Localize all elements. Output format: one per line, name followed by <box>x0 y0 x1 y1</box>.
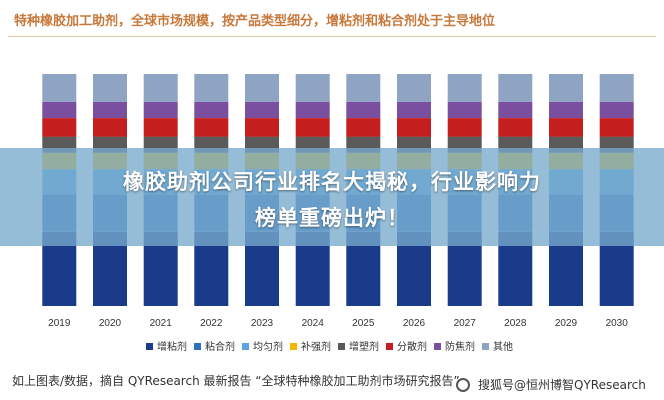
bar-segment-2024-6 <box>295 101 330 118</box>
chart-title: 特种橡胶加工助剂，全球市场规模，按产品类型细分，增粘剂和粘合剂处于主导地位 <box>14 14 496 29</box>
x-tick-label: 2029 <box>555 318 578 329</box>
bar-segment-2027-7 <box>447 74 482 102</box>
x-tick-label: 2021 <box>150 318 173 329</box>
legend-label: 防焦剂 <box>445 340 475 353</box>
x-tick-label: 2030 <box>606 318 629 329</box>
source-note: 如上图表/数据，摘自 QYResearch 最新报告 “全球特种橡胶加工助剂市场… <box>12 374 460 388</box>
bar-segment-2028-6 <box>498 101 533 118</box>
bar-segment-2027-5 <box>447 118 482 137</box>
headline-line-2: 榜单重磅出炉！ <box>255 206 409 230</box>
bar-segment-2022-5 <box>194 118 229 137</box>
bar-segment-2020-6 <box>93 101 127 118</box>
bar-segment-2026-7 <box>397 74 431 102</box>
bar-segment-2030-5 <box>599 118 634 137</box>
legend-swatch <box>482 343 489 350</box>
bar-segment-2025-6 <box>346 101 381 118</box>
bar-segment-2022-6 <box>194 101 229 118</box>
x-tick-label: 2020 <box>99 318 122 329</box>
x-tick-label: 2026 <box>403 318 426 329</box>
legend-swatch <box>242 343 249 350</box>
headline-line-1: 橡胶助剂公司行业排名大揭秘，行业影响力 <box>123 170 541 194</box>
legend-label: 分散剂 <box>397 340 427 353</box>
bar-segment-2020-5 <box>93 118 127 137</box>
legend-label: 增粘剂 <box>157 340 187 353</box>
bar-segment-2029-6 <box>549 101 583 118</box>
bar-segment-2026-6 <box>397 101 431 118</box>
x-tick-label: 2019 <box>48 318 71 329</box>
legend-swatch <box>434 343 441 350</box>
legend-label: 粘合剂 <box>205 340 235 353</box>
legend-swatch <box>194 343 201 350</box>
bar-segment-2030-7 <box>599 74 634 102</box>
title-divider <box>8 36 656 37</box>
x-tick-label: 2022 <box>200 318 223 329</box>
bar-segment-2022-7 <box>194 74 229 102</box>
legend-swatch <box>290 343 297 350</box>
bar-segment-2029-7 <box>549 74 583 102</box>
x-tick-label: 2023 <box>251 318 274 329</box>
x-tick-label: 2025 <box>352 318 375 329</box>
bar-segment-2019-7 <box>42 74 77 102</box>
bar-segment-2023-5 <box>245 118 279 137</box>
bar-segment-2026-5 <box>397 118 431 137</box>
watermark-logo-icon <box>456 378 470 392</box>
bar-segment-2019-5 <box>42 118 77 137</box>
watermark: 搜狐号@恒州博智QYResearch <box>478 376 646 393</box>
legend-swatch <box>146 343 153 350</box>
x-tick-label: 2027 <box>454 318 477 329</box>
legend-swatch <box>386 343 393 350</box>
bar-segment-2030-6 <box>599 101 634 118</box>
bar-segment-2021-6 <box>143 101 178 118</box>
bar-segment-2021-7 <box>143 74 178 102</box>
x-tick-label: 2028 <box>504 318 527 329</box>
legend-swatch <box>338 343 345 350</box>
x-tick-label: 2024 <box>302 318 325 329</box>
bar-segment-2028-7 <box>498 74 533 102</box>
legend-label: 其他 <box>493 340 513 353</box>
bar-segment-2025-7 <box>346 74 381 102</box>
bar-segment-2025-5 <box>346 118 381 137</box>
bar-segment-2023-7 <box>245 74 279 102</box>
legend-label: 均匀剂 <box>253 340 283 353</box>
bar-segment-2019-6 <box>42 101 77 118</box>
bar-segment-2020-7 <box>93 74 127 102</box>
headline-overlay: 橡胶助剂公司行业排名大揭秘，行业影响力 榜单重磅出炉！ <box>0 148 664 246</box>
bar-segment-2027-6 <box>447 101 482 118</box>
bar-segment-2024-7 <box>295 74 330 102</box>
bar-segment-2024-5 <box>295 118 330 137</box>
bar-segment-2028-5 <box>498 118 533 137</box>
bar-segment-2023-6 <box>245 101 279 118</box>
bar-segment-2029-5 <box>549 118 583 137</box>
legend-label: 增塑剂 <box>349 340 379 353</box>
bar-segment-2021-5 <box>143 118 178 137</box>
legend-label: 补强剂 <box>301 340 331 353</box>
